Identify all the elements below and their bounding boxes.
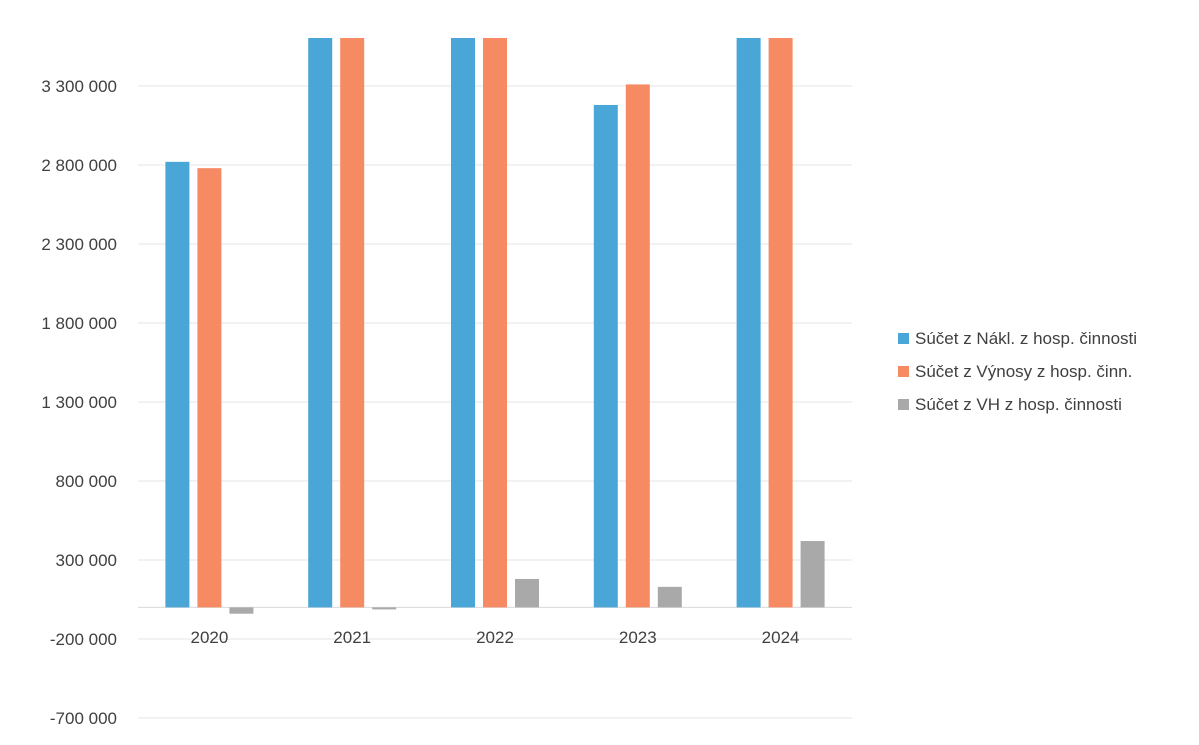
bar-2021-series-3 xyxy=(372,607,397,610)
legend-swatch xyxy=(898,399,909,410)
x-category-label: 2021 xyxy=(333,628,371,647)
y-tick-label: 300 000 xyxy=(56,551,117,570)
y-tick-label: 800 000 xyxy=(56,472,117,491)
legend-item: Súčet z Nákl. z hosp. činnosti xyxy=(898,322,1137,355)
x-category-label: 2020 xyxy=(190,628,228,647)
legend: Súčet z Nákl. z hosp. činnosti Súčet z V… xyxy=(898,322,1137,421)
y-tick-label: 3 300 000 xyxy=(41,77,117,96)
bar-2022-series-2 xyxy=(483,38,507,608)
bar-2024-series-2 xyxy=(768,38,793,608)
y-tick-label: 1 800 000 xyxy=(41,314,117,333)
legend-label: Súčet z Nákl. z hosp. činnosti xyxy=(915,328,1138,348)
x-category-label: 2023 xyxy=(619,628,657,647)
y-tick-label: -200 000 xyxy=(50,630,117,649)
legend-swatch xyxy=(898,366,909,377)
legend-swatch xyxy=(898,333,909,344)
y-axis-tick-labels: 3 300 000 2 800 000 2 300 000 1 800 000 1 30… xyxy=(41,77,117,728)
bar-2023-series-1 xyxy=(593,104,618,608)
y-tick-label: 1 300 000 xyxy=(41,393,117,412)
y-tick-label: -700 000 xyxy=(50,709,117,728)
bar-2023-series-2 xyxy=(625,84,650,608)
bar-2024-series-1 xyxy=(736,38,761,608)
y-tick-label: 2 800 000 xyxy=(41,156,117,175)
bars xyxy=(165,38,825,614)
legend-item: Súčet z Výnosy z hosp. činn. xyxy=(898,355,1137,388)
bar-2022-series-1 xyxy=(451,38,475,608)
bar-2020-series-2 xyxy=(197,168,222,608)
x-axis-category-labels: 2020 2021 2022 2023 2024 xyxy=(190,628,799,647)
bar-2020-series-1 xyxy=(165,161,190,608)
bar-2024-series-3 xyxy=(800,541,825,608)
x-category-label: 2022 xyxy=(476,628,514,647)
x-category-label: 2024 xyxy=(762,628,800,647)
bar-2022-series-3 xyxy=(515,578,539,608)
bar-2020-series-3 xyxy=(229,607,254,614)
legend-label: Súčet z Výnosy z hosp. činn. xyxy=(915,361,1133,381)
bar-2023-series-3 xyxy=(657,586,682,608)
legend-item: Súčet z VH z hosp. činnosti xyxy=(898,388,1137,421)
bar-2021-series-1 xyxy=(308,38,333,608)
legend-label: Súčet z VH z hosp. činnosti xyxy=(915,394,1122,414)
bar-2021-series-2 xyxy=(340,38,365,608)
y-tick-label: 2 300 000 xyxy=(41,235,117,254)
